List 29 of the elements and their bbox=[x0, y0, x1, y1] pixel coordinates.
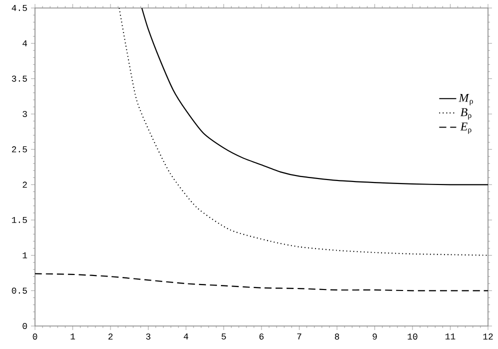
y-tick-label: 0.5 bbox=[12, 288, 27, 294]
x-tick-label: 0 bbox=[32, 334, 38, 340]
x-tick-label: 10 bbox=[408, 334, 418, 340]
y-tick-label: 4.5 bbox=[12, 5, 27, 12]
legend-label: E$_{ρ}$ bbox=[460, 122, 472, 134]
line-series bbox=[35, 273, 488, 292]
y-tick-label: 0 bbox=[22, 322, 27, 330]
x-tick-label: 9 bbox=[372, 334, 377, 340]
y-tick-label: 2 bbox=[22, 182, 27, 188]
y-tick-label: 1.5 bbox=[12, 217, 27, 224]
x-tick-label: 6 bbox=[259, 334, 264, 340]
x-tick-label: 11 bbox=[446, 334, 456, 340]
x-tick-label: 5 bbox=[222, 334, 226, 340]
y-tick-label: 3.5 bbox=[12, 76, 27, 82]
y-tick-label: 4 bbox=[22, 40, 28, 46]
y-tick-label: 3 bbox=[22, 110, 27, 118]
line-series bbox=[118, 8, 488, 256]
x-tick-label: 12 bbox=[483, 334, 493, 340]
line-series bbox=[141, 8, 488, 186]
legend-label: M$_{ρ}$ bbox=[458, 94, 473, 106]
y-tick-label: 2.5 bbox=[12, 146, 27, 152]
legend-label: B$_{ρ}$ bbox=[460, 108, 472, 120]
x-tick-label: 3 bbox=[146, 334, 150, 340]
y-tick-label: 1 bbox=[22, 252, 28, 258]
x-tick-label: 8 bbox=[334, 334, 340, 340]
x-tick-label: 7 bbox=[297, 334, 302, 340]
x-tick-label: 4 bbox=[184, 334, 188, 340]
x-tick-label: 2 bbox=[108, 334, 113, 340]
x-tick-label: 1 bbox=[70, 334, 76, 340]
